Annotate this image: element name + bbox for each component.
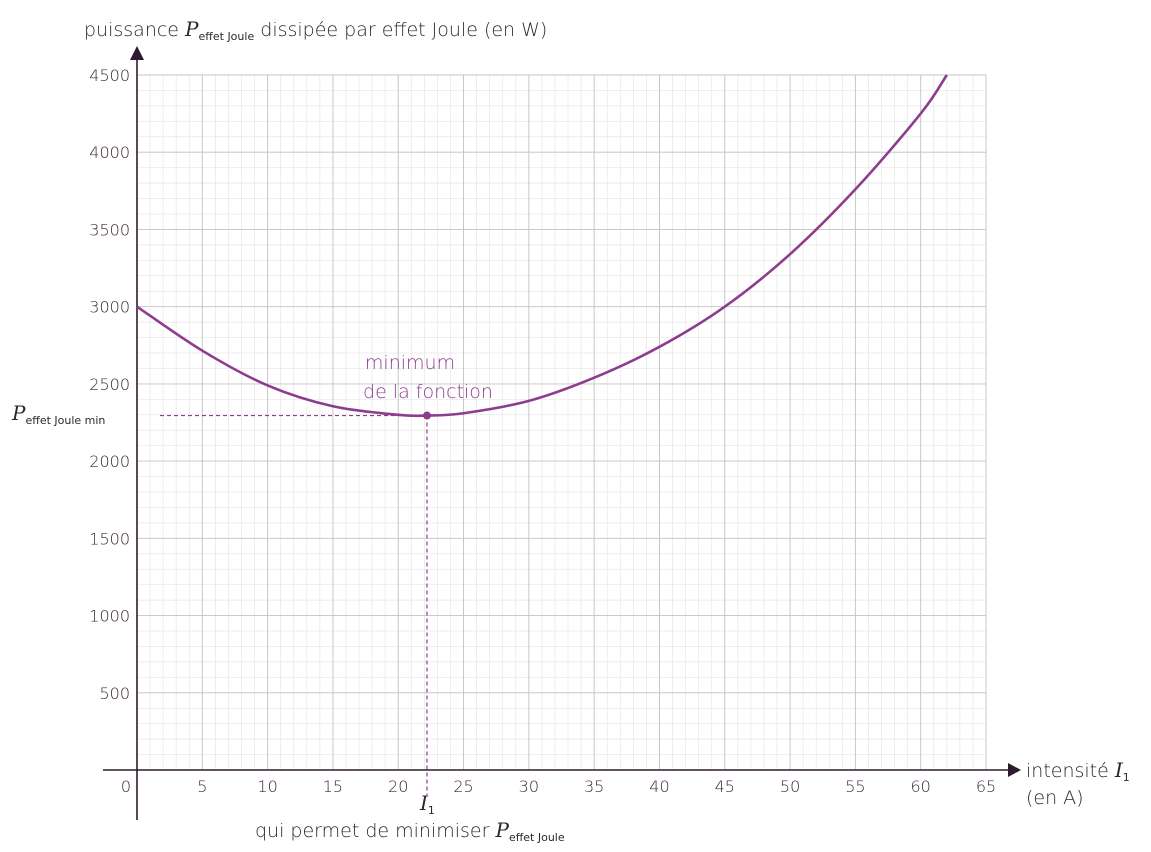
x-tick-label: 45 (715, 777, 735, 796)
x-axis-arrow-icon (1008, 763, 1021, 777)
y-tick-label: 3500 (89, 220, 130, 239)
x-min-marker: I1 (419, 791, 435, 817)
y-tick-label: 3000 (89, 298, 130, 317)
y-axis-title: puissance Peffet Joule dissipée par effe… (84, 17, 547, 43)
y-tick-label: 2500 (89, 375, 130, 394)
x-tick-label: 5 (197, 777, 207, 796)
min-annotation-line1: minimum (365, 352, 455, 374)
min-annotation-line2: de la fonction (363, 381, 493, 403)
x-min-caption: qui permet de minimiser Peffet Joule (255, 818, 565, 844)
series-line (136, 74, 948, 418)
y-tick-label: 2000 (89, 452, 130, 471)
x-tick-label: 30 (519, 777, 539, 796)
y-tick-labels: 500 1000 1500 2000 2500 3000 3500 4000 4500 (89, 66, 130, 703)
x-tick-label: 65 (976, 777, 996, 796)
x-tick-label: 15 (323, 777, 343, 796)
x-tick-labels: 0 5 10 15 20 25 30 35 40 45 50 55 60 65 (121, 777, 996, 796)
y-tick-label: 4000 (89, 143, 130, 162)
major-grid (136, 74, 987, 770)
x-tick-label: 10 (257, 777, 277, 796)
y-axis-arrow-icon (130, 46, 144, 60)
y-tick-label: 500 (99, 684, 130, 703)
minor-grid (136, 74, 987, 771)
minimum-point (422, 411, 431, 420)
x-tick-label: 0 (121, 777, 131, 796)
x-tick-label: 50 (780, 777, 800, 796)
y-tick-label: 1500 (89, 529, 130, 548)
x-tick-label: 40 (649, 777, 669, 796)
x-tick-label: 60 (911, 777, 931, 796)
y-tick-label: 1000 (89, 607, 130, 626)
x-tick-label: 25 (453, 777, 473, 796)
x-tick-label: 55 (845, 777, 865, 796)
y-min-marker: Peffet Joule min (11, 401, 105, 427)
x-axis-title: intensité I1 (1026, 758, 1130, 784)
x-axis-unit: (en A) (1026, 787, 1084, 809)
x-tick-label: 35 (584, 777, 604, 796)
x-tick-label: 20 (388, 777, 408, 796)
y-tick-label: 4500 (89, 66, 130, 85)
